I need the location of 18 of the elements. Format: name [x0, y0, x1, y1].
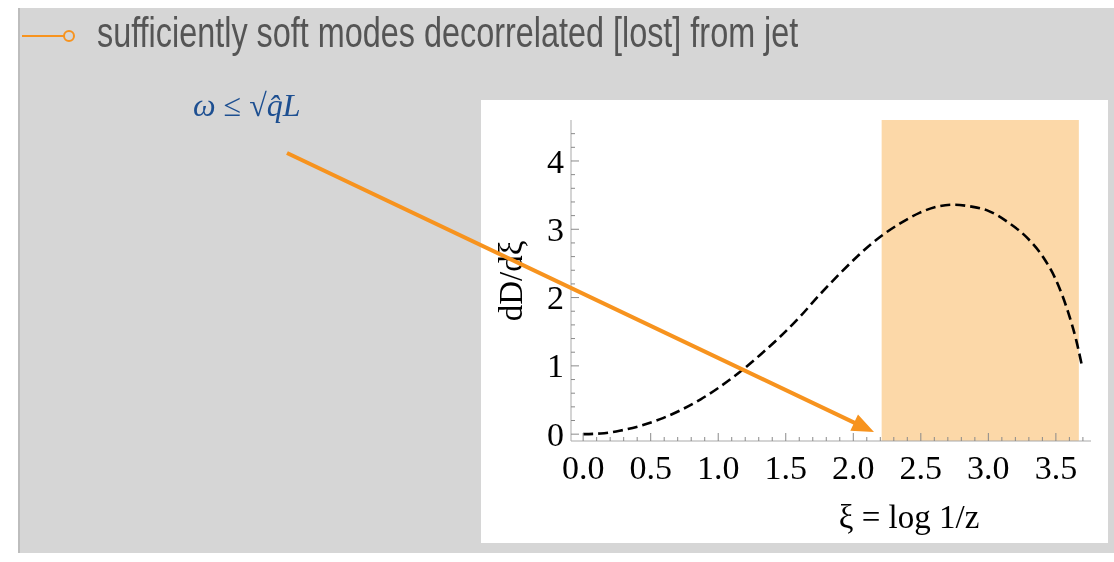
y-tick-label: 0 — [547, 415, 564, 453]
y-tick-label: 4 — [547, 142, 564, 180]
x-tick-label: 0.5 — [629, 449, 672, 486]
y-tick-label: 2 — [547, 279, 564, 317]
x-tick-label: 0.0 — [561, 449, 605, 486]
x-tick-label: 2.0 — [832, 449, 875, 486]
x-tick-label: 3.0 — [967, 449, 1010, 486]
x-tick-label: 1.0 — [696, 449, 740, 486]
line-series — [581, 203, 1083, 436]
x-axis-title: ξ = log 1/z — [838, 499, 980, 535]
chart-title: sufficiently soft modes decorrelated [lost] from jet — [97, 8, 799, 56]
y-tick-label: 3 — [547, 210, 564, 248]
x-tick-label: 3.5 — [1034, 449, 1078, 486]
x-tick-label: 2.5 — [899, 449, 943, 486]
y-tick-label: 1 — [547, 347, 564, 385]
x-tick-label: 1.5 — [764, 449, 807, 486]
y-axis-title: dD/dξ — [493, 240, 529, 322]
text: ω ≤ √q̂L — [193, 87, 301, 123]
